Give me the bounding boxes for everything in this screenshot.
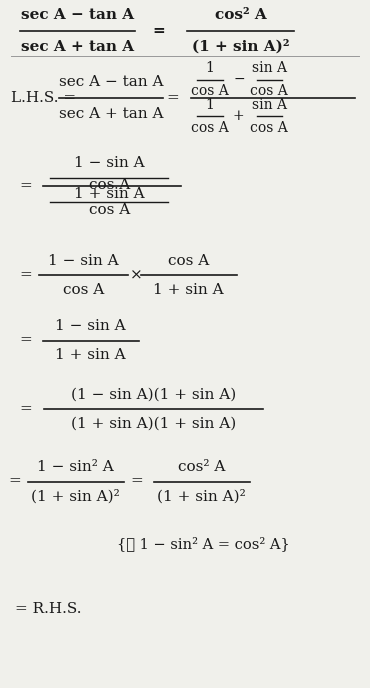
Text: 1 − sin² A: 1 − sin² A: [37, 460, 114, 474]
Text: cos A: cos A: [250, 121, 288, 135]
Text: sec A − tan A: sec A − tan A: [59, 75, 163, 89]
Text: (1 + sin A)²: (1 + sin A)²: [192, 40, 289, 54]
Text: 1 + sin A: 1 + sin A: [154, 283, 224, 297]
Text: cos² A: cos² A: [178, 460, 225, 474]
Text: +: +: [233, 109, 245, 123]
Text: −: −: [234, 72, 246, 86]
Text: cos A: cos A: [191, 121, 229, 135]
Text: 1: 1: [206, 61, 215, 75]
Text: =: =: [153, 24, 165, 38]
Text: cos A: cos A: [88, 178, 130, 193]
Text: cos A: cos A: [250, 84, 288, 98]
Text: sin A: sin A: [252, 61, 287, 75]
Text: =: =: [20, 402, 32, 416]
Text: ×: ×: [130, 268, 142, 282]
Text: =: =: [131, 475, 143, 488]
Text: 1 − sin A: 1 − sin A: [56, 319, 126, 333]
Text: = R.H.S.: = R.H.S.: [15, 602, 81, 616]
Text: =: =: [166, 91, 179, 105]
Text: =: =: [9, 475, 21, 488]
Text: 1 + sin A: 1 + sin A: [74, 186, 144, 201]
Text: sec A − tan A: sec A − tan A: [21, 8, 134, 22]
Text: 1: 1: [206, 98, 215, 111]
Text: 1 − sin A: 1 − sin A: [74, 156, 144, 170]
Text: (1 − sin A)(1 + sin A): (1 − sin A)(1 + sin A): [71, 388, 236, 402]
Text: (1 + sin A)²: (1 + sin A)²: [31, 489, 120, 503]
Text: (1 + sin A)²: (1 + sin A)²: [157, 489, 246, 503]
Text: =: =: [20, 268, 32, 282]
Text: sec A + tan A: sec A + tan A: [59, 107, 163, 120]
Text: 1 + sin A: 1 + sin A: [56, 348, 126, 362]
Text: cos² A: cos² A: [215, 8, 266, 22]
Text: =: =: [20, 334, 32, 347]
Text: cos A: cos A: [168, 254, 209, 268]
Text: cos A: cos A: [63, 283, 104, 297]
Text: (1 + sin A)(1 + sin A): (1 + sin A)(1 + sin A): [71, 417, 236, 431]
Text: sec A + tan A: sec A + tan A: [21, 40, 134, 54]
Text: =: =: [20, 179, 32, 193]
Text: 1 − sin A: 1 − sin A: [48, 254, 118, 268]
Text: sin A: sin A: [252, 98, 287, 111]
Text: L.H.S. =: L.H.S. =: [11, 91, 76, 105]
Text: {∴ 1 − sin² A = cos² A}: {∴ 1 − sin² A = cos² A}: [117, 536, 290, 551]
Text: cos A: cos A: [191, 84, 229, 98]
Text: cos A: cos A: [88, 203, 130, 217]
